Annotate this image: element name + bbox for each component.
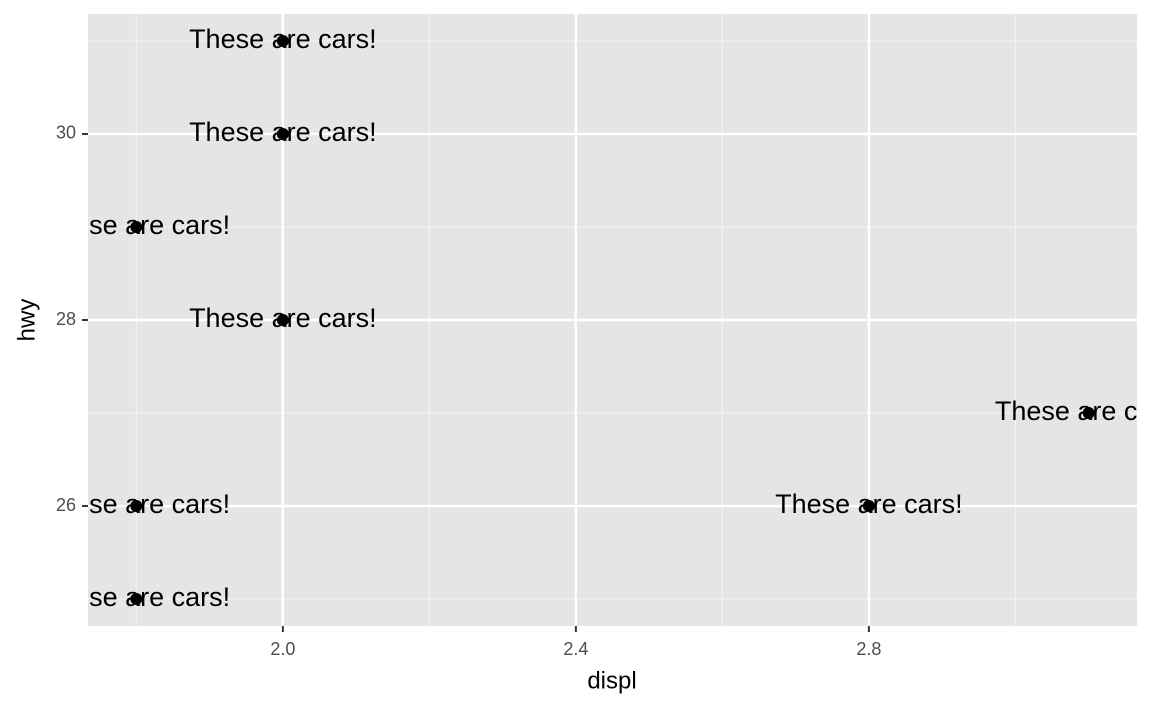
x-tick-label: 2.8	[856, 639, 881, 659]
point	[130, 500, 143, 513]
point-label: These are cars!	[189, 117, 377, 147]
x-axis-label: displ	[587, 667, 636, 694]
point	[276, 314, 289, 326]
point	[276, 34, 289, 47]
y-tick-label: 26	[56, 495, 76, 515]
point-label: These are cars!	[189, 24, 377, 54]
point	[130, 593, 143, 606]
y-tick-label: 28	[56, 309, 76, 329]
point-label: These are cars!	[189, 303, 377, 333]
marks: These are cars! These are cars! These are …	[43, 24, 1152, 612]
point	[862, 500, 875, 513]
x-tick-label: 2.0	[270, 639, 295, 659]
point	[276, 127, 289, 140]
point-label: These are cars!	[43, 489, 231, 519]
y-tick-label: 30	[56, 123, 76, 143]
point	[130, 220, 143, 233]
axes: 2.0 2.4 2.8 26 28 30	[56, 123, 881, 659]
y-axis-label: hwy	[13, 299, 40, 342]
grid	[88, 14, 1137, 626]
point	[1082, 407, 1095, 420]
x-tick-label: 2.4	[563, 639, 588, 659]
point-label: These are cars!	[43, 210, 231, 240]
point-label: These are cars!	[775, 489, 963, 519]
point-label: These are cars!	[43, 582, 231, 612]
point-label: These are cars!	[995, 396, 1152, 426]
